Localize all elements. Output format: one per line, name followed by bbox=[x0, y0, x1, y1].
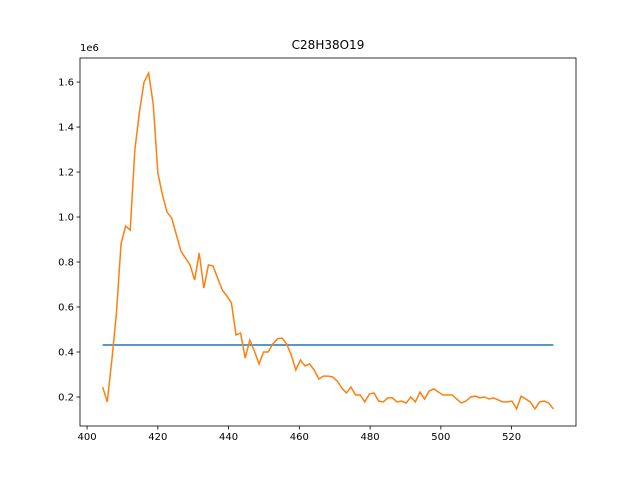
x-tick-label: 520 bbox=[502, 432, 521, 443]
x-tick-label: 420 bbox=[148, 432, 167, 443]
x-tick-label: 500 bbox=[431, 432, 450, 443]
y-tick-label: 0.4 bbox=[58, 347, 74, 358]
x-tick-label: 480 bbox=[361, 432, 380, 443]
y-tick-label: 0.8 bbox=[58, 258, 74, 269]
y-tick-label: 0.6 bbox=[58, 303, 74, 314]
x-tick-label: 400 bbox=[78, 432, 97, 443]
chart-title: C28H38O19 bbox=[292, 38, 365, 52]
y-offset-label: 1e6 bbox=[80, 43, 99, 54]
x-tick-label: 440 bbox=[219, 432, 238, 443]
y-tick-label: 1.4 bbox=[58, 123, 74, 134]
plot-frame bbox=[79, 57, 577, 427]
y-tick-label: 1.0 bbox=[58, 213, 74, 224]
y-tick-label: 1.6 bbox=[58, 78, 74, 89]
x-tick-label: 460 bbox=[290, 432, 309, 443]
y-tick-label: 1.2 bbox=[58, 168, 74, 179]
data-line bbox=[101, 70, 554, 411]
y-tick-label: 0.2 bbox=[58, 392, 74, 403]
